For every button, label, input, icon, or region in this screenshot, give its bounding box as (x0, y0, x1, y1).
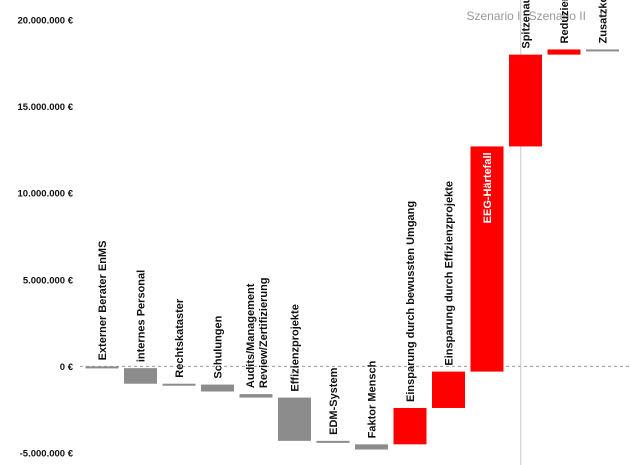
bar-label: Einsparung durch Effizienzprojekte (444, 181, 456, 366)
bar-label: Reduzierung Ausgaben (559, 0, 571, 43)
bar-label: Faktor Mensch (367, 360, 379, 438)
bar (509, 54, 542, 147)
bar-label: Schulungen (213, 315, 225, 378)
y-tick-label: 0 € (60, 362, 74, 373)
y-tick-label: -5.000.000 € (20, 449, 74, 460)
bar (124, 368, 157, 384)
bar (470, 146, 504, 372)
bar (586, 49, 619, 52)
y-tick-label: 20.000.000 € (18, 16, 74, 27)
bar (162, 383, 196, 386)
bar (316, 440, 350, 443)
bar (278, 397, 311, 441)
bar-label: Rechtskataster (174, 298, 186, 378)
bar-label: Effizienzprojekte (290, 304, 302, 391)
bar (85, 366, 119, 369)
bar-label: EEG-Härtefall (482, 152, 494, 223)
bar (393, 407, 427, 445)
y-tick-label: 5.000.000 € (23, 275, 74, 286)
bar (201, 384, 234, 392)
y-tick-label: 15.000.000 € (18, 102, 74, 113)
bar-label: internes Personal (136, 270, 148, 362)
bar (239, 394, 273, 398)
bar-label: Zusatzkosten ext. Berater mit Soft-Skill… (598, 0, 610, 43)
scenario-2-header: Szenario II (529, 9, 586, 23)
bar-label: Audits/ManagementReview/Zertifizierung (245, 277, 270, 388)
scenario-1-header: Szenario I (466, 9, 520, 23)
bar-label: Einsparung durch bewussten Umgang (405, 201, 417, 402)
bar (432, 371, 465, 408)
bar-label: EDM-System (328, 367, 340, 434)
bar-label: Externer Berater EnMS (97, 241, 109, 361)
bar-label: Spitzenausgleich (521, 0, 533, 49)
bar (547, 49, 581, 55)
y-tick-label: 10.000.000 € (18, 189, 74, 200)
bar (355, 444, 388, 450)
